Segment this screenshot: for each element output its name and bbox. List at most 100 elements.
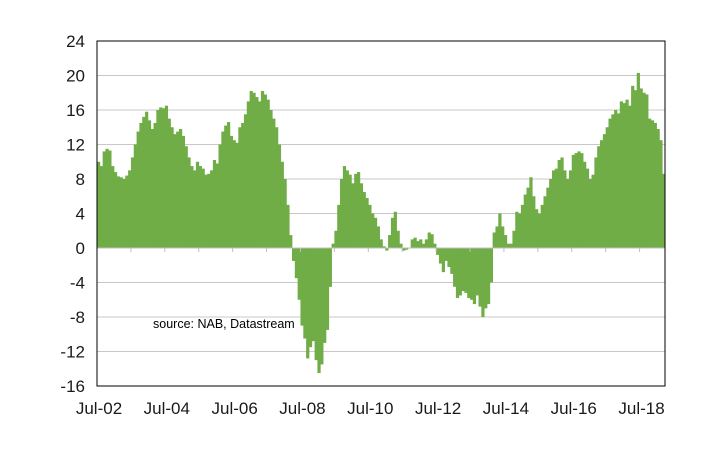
bar xyxy=(269,110,273,248)
bar xyxy=(300,248,304,326)
bar xyxy=(512,230,516,248)
x-tick-label: Jul-18 xyxy=(618,399,664,418)
bar xyxy=(574,153,578,248)
bar xyxy=(294,248,299,279)
bar xyxy=(354,173,358,248)
bar xyxy=(529,177,533,248)
bar xyxy=(181,135,186,248)
bar xyxy=(583,161,587,248)
bar xyxy=(210,170,214,248)
x-axis: Jul-02 Jul-04 Jul-06 Jul-08 Jul-10 Jul-12 Jul-… xyxy=(76,399,665,418)
bar xyxy=(184,146,188,248)
bar xyxy=(616,113,621,248)
plot-border xyxy=(96,40,666,387)
bar xyxy=(334,230,338,248)
bar xyxy=(399,243,403,248)
y-tick-label: -12 xyxy=(60,343,85,362)
bar xyxy=(356,172,361,248)
y-tick-label: 4 xyxy=(76,205,85,224)
bar xyxy=(139,122,143,248)
bar xyxy=(195,161,200,248)
bar xyxy=(628,105,632,248)
bar xyxy=(478,248,482,307)
bar xyxy=(639,88,643,248)
bar xyxy=(464,248,468,293)
y-axis: -16 -12 -8 -4 0 4 8 12 16 20 24 xyxy=(60,32,85,396)
bar xyxy=(150,128,154,248)
bar xyxy=(523,194,527,248)
bar xyxy=(436,248,440,255)
bar xyxy=(235,142,239,248)
bar xyxy=(136,131,140,248)
bar xyxy=(636,72,640,248)
bar xyxy=(653,122,657,248)
bars xyxy=(97,72,666,374)
bar xyxy=(475,248,479,296)
bar xyxy=(379,239,383,248)
y-tick-label: 24 xyxy=(66,32,85,51)
bar xyxy=(297,248,301,300)
bar xyxy=(317,248,321,374)
y-tick-label: -16 xyxy=(60,377,85,396)
bar xyxy=(467,248,471,299)
bar xyxy=(424,239,429,248)
bar xyxy=(283,179,287,248)
bar xyxy=(178,128,183,248)
bar xyxy=(577,151,581,248)
bar xyxy=(266,99,270,249)
bar xyxy=(351,183,355,248)
y-tick-label: -4 xyxy=(70,274,85,293)
bar xyxy=(540,204,544,248)
bar xyxy=(410,239,414,248)
bar xyxy=(218,144,222,248)
bar xyxy=(373,217,378,248)
bar xyxy=(105,148,109,248)
bar xyxy=(633,90,638,248)
bar xyxy=(320,248,324,365)
y-tick-label: 0 xyxy=(76,239,85,258)
bar xyxy=(272,118,276,248)
bar xyxy=(263,94,267,248)
x-tick-label: Jul-08 xyxy=(279,399,325,418)
y-tick-label: 16 xyxy=(66,101,85,120)
bar xyxy=(656,128,660,248)
bar xyxy=(486,248,491,305)
bar xyxy=(594,157,598,248)
bar xyxy=(331,243,335,248)
bar xyxy=(419,239,423,248)
bar xyxy=(421,243,426,248)
bar xyxy=(430,234,434,248)
bar xyxy=(546,187,550,248)
bar xyxy=(122,179,126,248)
bar xyxy=(280,161,284,248)
bar xyxy=(108,150,112,248)
bar xyxy=(608,118,612,248)
x-tick-label: Jul-04 xyxy=(144,399,190,418)
bar xyxy=(193,170,197,248)
bar xyxy=(382,246,386,248)
bar xyxy=(314,248,318,361)
bar xyxy=(286,204,290,248)
bar xyxy=(145,111,149,248)
bar xyxy=(506,243,510,248)
bar xyxy=(605,127,609,248)
bar xyxy=(484,248,488,309)
y-tick-label: 8 xyxy=(76,170,85,189)
x-tick-label: Jul-14 xyxy=(483,399,529,418)
bar xyxy=(433,243,437,248)
bar xyxy=(252,92,256,248)
bar xyxy=(659,140,663,248)
bar xyxy=(156,110,160,248)
bar xyxy=(113,172,118,248)
bar xyxy=(532,196,536,248)
bar xyxy=(159,107,163,248)
bar xyxy=(492,232,496,248)
bar xyxy=(99,166,104,248)
bar xyxy=(204,174,208,248)
bar xyxy=(390,217,395,248)
bar xyxy=(201,168,205,248)
bar xyxy=(232,140,236,248)
bar xyxy=(226,122,231,248)
